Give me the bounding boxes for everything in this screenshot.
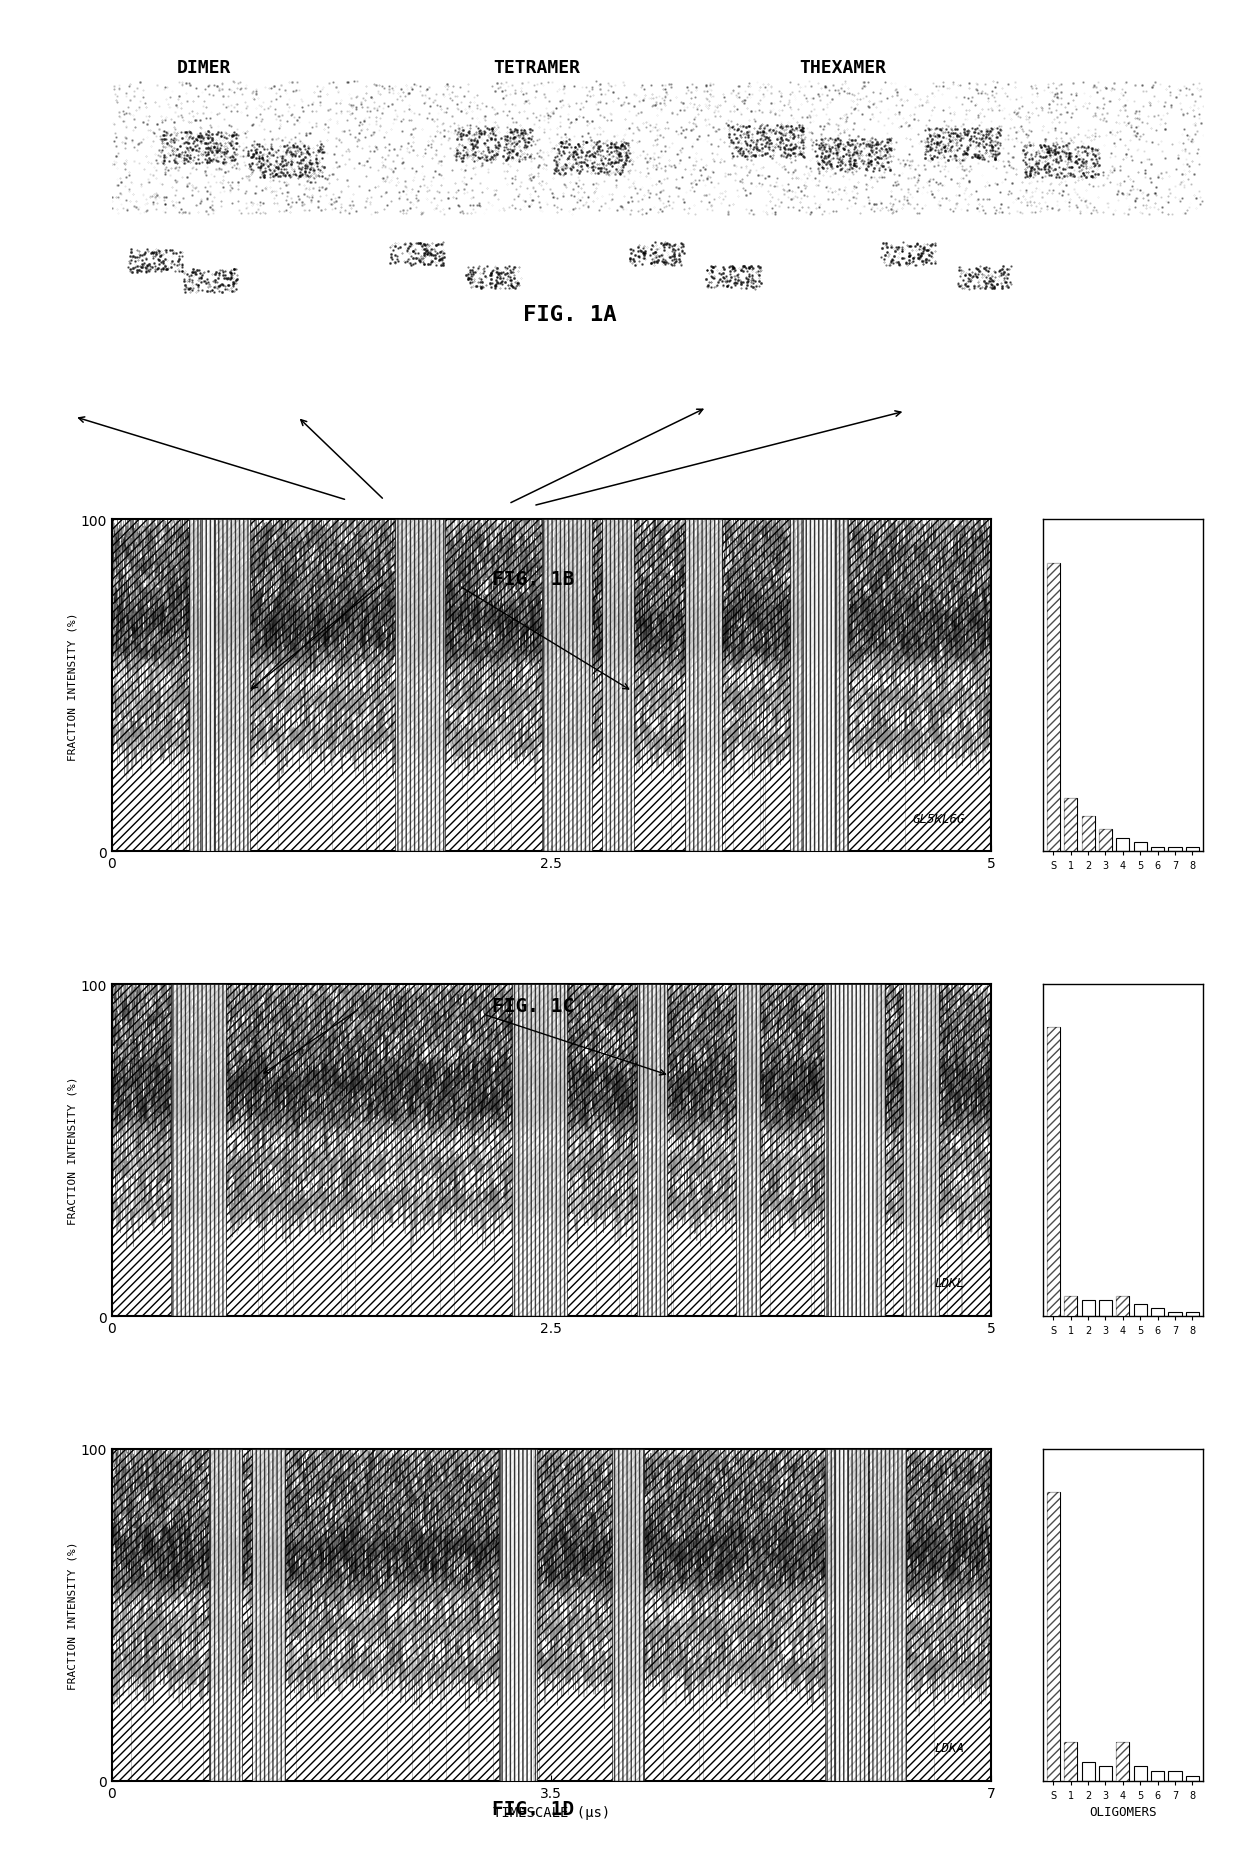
Bar [171, 985, 226, 1317]
Bar [869, 1449, 906, 1781]
X-axis label: OLIGOMERS: OLIGOMERS [1089, 1805, 1157, 1818]
Text: FIG. 1A: FIG. 1A [523, 304, 616, 325]
Bar [1081, 816, 1095, 851]
Bar [1047, 1491, 1060, 1781]
Bar [1116, 1297, 1130, 1317]
Bar [1116, 1297, 1130, 1317]
Bar [1047, 564, 1060, 851]
Bar [1116, 1742, 1130, 1781]
Bar [394, 519, 445, 851]
Bar [903, 985, 919, 1317]
X-axis label: TIMESCALE (μs): TIMESCALE (μs) [492, 1805, 610, 1820]
Bar [1064, 1297, 1078, 1317]
Text: FIG. 1C: FIG. 1C [492, 996, 574, 1015]
Text: TETRAMER: TETRAMER [494, 59, 580, 76]
Text: THEXAMER: THEXAMER [799, 59, 887, 76]
Bar [1099, 1300, 1112, 1317]
Bar [1168, 1311, 1182, 1317]
Bar [790, 519, 848, 851]
Bar [1047, 1028, 1060, 1317]
Bar [500, 1449, 537, 1781]
Bar [1133, 1766, 1147, 1781]
Bar [1116, 1742, 1130, 1781]
Bar [1185, 1775, 1199, 1781]
Bar [1064, 1742, 1078, 1781]
Bar [737, 985, 760, 1317]
Bar [1047, 1028, 1060, 1317]
Bar [1133, 842, 1147, 851]
Bar [1099, 1766, 1112, 1781]
Bar [1064, 800, 1078, 851]
Bar [188, 519, 249, 851]
Bar [1099, 829, 1112, 851]
Bar [1099, 829, 1112, 851]
Bar [1047, 1491, 1060, 1781]
Bar [1151, 1308, 1164, 1317]
Bar [201, 519, 215, 851]
Y-axis label: FRACTION INTENSITY (%): FRACTION INTENSITY (%) [68, 1076, 78, 1224]
Bar [613, 1449, 644, 1781]
Bar [835, 1449, 848, 1781]
Bar [828, 985, 884, 1317]
Text: FIG. 1B: FIG. 1B [492, 569, 574, 588]
Bar [1185, 1311, 1199, 1317]
Bar [603, 519, 634, 851]
Text: FIG. 1D: FIG. 1D [492, 1799, 574, 1818]
Bar [825, 1449, 868, 1781]
Bar [1133, 1304, 1147, 1317]
Bar [684, 519, 722, 851]
Bar [1081, 1300, 1095, 1317]
Text: LDKL: LDKL [935, 1276, 965, 1289]
Bar [542, 519, 591, 851]
Text: LDKA: LDKA [935, 1742, 965, 1755]
Bar [1151, 848, 1164, 851]
Bar [1064, 1297, 1078, 1317]
Bar [1116, 838, 1130, 851]
Bar [1168, 1772, 1182, 1781]
Bar [823, 985, 875, 1317]
Y-axis label: FRACTION INTENSITY (%): FRACTION INTENSITY (%) [68, 1542, 78, 1690]
Text: GL5KL6G: GL5KL6G [913, 812, 965, 825]
Bar [1168, 848, 1182, 851]
Bar [1064, 1742, 1078, 1781]
Bar [804, 519, 836, 851]
Bar [1047, 564, 1060, 851]
Bar [1151, 1772, 1164, 1781]
Bar [512, 985, 567, 1317]
Bar [208, 1449, 242, 1781]
Text: DIMER: DIMER [177, 59, 232, 76]
Bar [252, 1449, 285, 1781]
Bar [500, 1449, 533, 1781]
Y-axis label: FRACTION INTENSITY (%): FRACTION INTENSITY (%) [68, 612, 78, 761]
Bar [919, 985, 939, 1317]
Bar [1064, 800, 1078, 851]
Bar [636, 985, 667, 1317]
Bar [1081, 1762, 1095, 1781]
Bar [1185, 848, 1199, 851]
Bar [1081, 816, 1095, 851]
